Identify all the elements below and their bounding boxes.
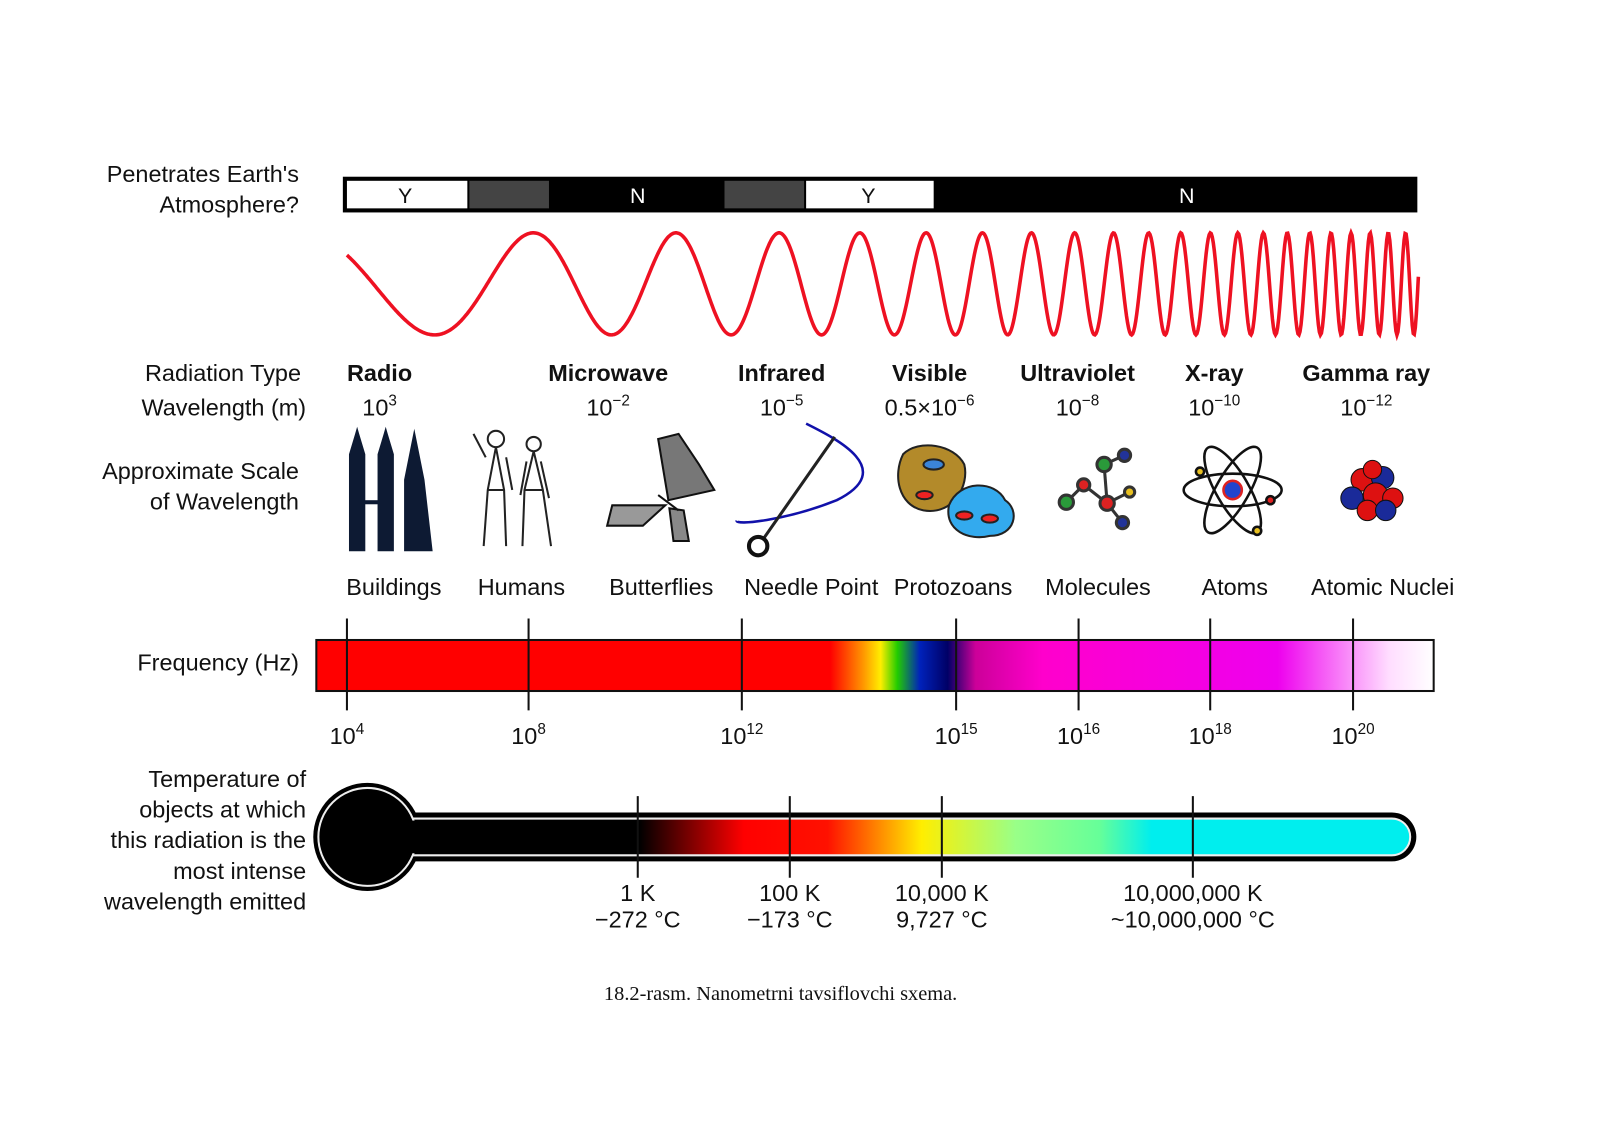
atmosphere-segment: N xyxy=(630,184,645,208)
wavelength-exp: −10 xyxy=(1214,392,1240,409)
scale-item: Humans xyxy=(478,574,565,600)
frequency-tick-label-exp: 12 xyxy=(746,721,763,738)
frequency-tick-label-exp: 16 xyxy=(1083,721,1100,738)
celsius-label: −272 °C xyxy=(595,907,681,933)
frequency-tick-label-base: 10 xyxy=(330,723,356,749)
wavelength-exp: −5 xyxy=(786,392,803,409)
frequency-tick-label: 1016 xyxy=(1057,721,1100,749)
label-line: most intense xyxy=(173,858,306,884)
frequency-label: Frequency (Hz) xyxy=(137,650,299,676)
frequency-tick-label: 1012 xyxy=(720,721,763,749)
celsius-label: −173 °C xyxy=(747,907,833,933)
butterfly-icon xyxy=(605,432,716,543)
frequency-tick-label-exp: 15 xyxy=(961,721,978,738)
frequency-tick-label: 1020 xyxy=(1332,721,1375,749)
protozoans-icon xyxy=(897,444,1015,539)
scale-item: Atoms xyxy=(1201,574,1267,600)
frequency-tick-label: 108 xyxy=(511,721,546,749)
wavelength-base: 10 xyxy=(1340,395,1366,421)
radiation-name: Radio xyxy=(347,360,412,386)
radiation-name: Infrared xyxy=(738,360,825,386)
frequency-tick-label: 1015 xyxy=(935,721,978,749)
scale-item: Butterflies xyxy=(609,574,713,600)
wavelength: 10−12 xyxy=(1340,392,1392,420)
wavelength-exp: −8 xyxy=(1082,392,1099,409)
frequency-bar xyxy=(315,638,1435,693)
wavelength: 10−8 xyxy=(1056,392,1100,420)
needle-icon xyxy=(735,422,865,558)
scale-item: Needle Point xyxy=(744,574,879,600)
wavelength: 0.5×10−6 xyxy=(885,392,975,420)
atom-icon xyxy=(1182,445,1283,537)
wavelength-exp: 3 xyxy=(388,392,397,409)
wavelength-base: 0.5×10 xyxy=(885,395,957,421)
wavelength: 10−10 xyxy=(1188,392,1240,420)
frequency-tick-label-base: 10 xyxy=(1189,723,1215,749)
frequency-tick-label: 104 xyxy=(330,721,365,749)
buildings-icon xyxy=(348,426,433,552)
frequency-tick-label-base: 10 xyxy=(935,723,961,749)
thermometer xyxy=(313,782,1417,892)
frequency-tick-label-base: 10 xyxy=(720,723,746,749)
wavelength-base: 10 xyxy=(362,395,388,421)
scale-item: Protozoans xyxy=(894,574,1013,600)
frequency-tick-label: 1018 xyxy=(1189,721,1232,749)
frequency-tick-label-exp: 4 xyxy=(356,721,365,738)
wavelength-exp: −12 xyxy=(1366,392,1392,409)
caption: 18.2-rasm. Nanometrni tavsiflovchi sxema… xyxy=(604,983,957,1005)
atmosphere-segment: Y xyxy=(861,184,875,208)
molecule-icon xyxy=(1057,447,1137,531)
atmosphere-bar xyxy=(342,176,1418,213)
label-line: Temperature of xyxy=(148,766,306,792)
radiation-name: Microwave xyxy=(548,360,668,386)
wavelength-base: 10 xyxy=(1056,395,1082,421)
kelvin-label: 10,000 K xyxy=(895,880,989,906)
label-line: Approximate Scale xyxy=(102,458,299,484)
wavelength-exp: −6 xyxy=(957,392,974,409)
frequency-tick-label-base: 10 xyxy=(511,723,537,749)
wavelength: 103 xyxy=(362,392,397,420)
celsius-label: 9,727 °C xyxy=(896,907,988,933)
scale-item: Molecules xyxy=(1045,574,1151,600)
frequency-tick-label-exp: 18 xyxy=(1215,721,1232,738)
kelvin-label: 10,000,000 K xyxy=(1123,880,1263,906)
label-line: objects at which xyxy=(139,797,306,823)
wavelength-exp: −2 xyxy=(612,392,629,409)
frequency-tick-label-base: 10 xyxy=(1057,723,1083,749)
atmosphere-segment: N xyxy=(1179,184,1194,208)
humans-icon xyxy=(472,429,553,547)
wavelength: 10−2 xyxy=(586,392,630,420)
nucleus-icon xyxy=(1340,459,1404,522)
radiation-type-label: Radiation Type xyxy=(145,360,301,386)
kelvin-label: 100 K xyxy=(759,880,821,906)
atmosphere-segment: Y xyxy=(398,184,412,208)
frequency-tick-label-exp: 8 xyxy=(537,721,546,738)
scale-item: Atomic Nuclei xyxy=(1311,574,1454,600)
wave xyxy=(345,227,1421,342)
frequency-tick-label-exp: 20 xyxy=(1358,721,1375,738)
label-line: this radiation is the xyxy=(111,827,307,853)
radiation-name: Ultraviolet xyxy=(1020,360,1135,386)
wavelength: 10−5 xyxy=(760,392,804,420)
scale-item: Buildings xyxy=(346,574,441,600)
wavelength-base: 10 xyxy=(760,395,786,421)
radiation-name: Visible xyxy=(892,360,967,386)
frequency-tick-label-base: 10 xyxy=(1332,723,1358,749)
label-line: wavelength emitted xyxy=(103,888,306,914)
wavelength-base: 10 xyxy=(1188,395,1214,421)
celsius-label: ~10,000,000 °C xyxy=(1111,907,1275,933)
kelvin-label: 1 K xyxy=(620,880,656,906)
wavelength-label: Wavelength (m) xyxy=(141,395,306,421)
wavelength-base: 10 xyxy=(586,395,612,421)
label-line: Penetrates Earth's xyxy=(107,161,299,187)
radiation-name: Gamma ray xyxy=(1302,360,1430,386)
label-line: of Wavelength xyxy=(150,488,299,514)
label-line: Atmosphere? xyxy=(159,191,299,217)
radiation-name: X-ray xyxy=(1185,360,1244,386)
